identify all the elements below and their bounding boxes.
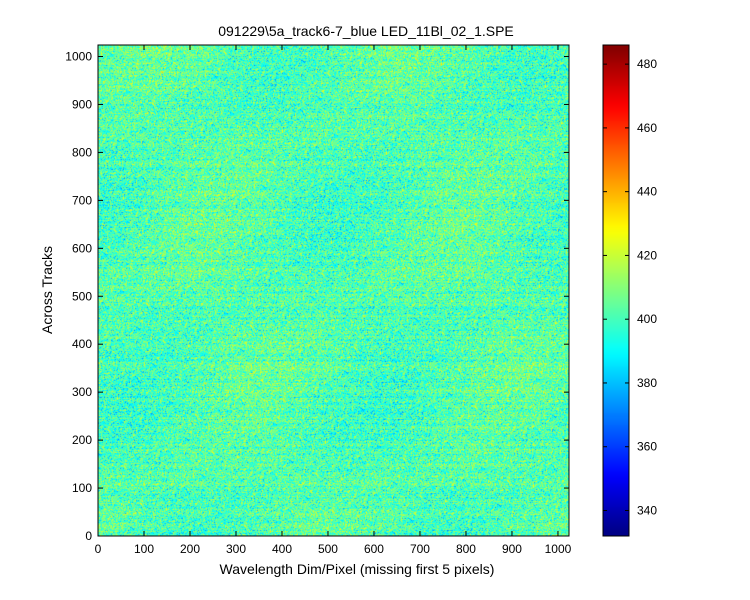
y-tick-label: 1000 <box>65 50 92 64</box>
colorbar-tick-label: 360 <box>637 440 657 454</box>
y-tick-label: 500 <box>72 289 92 303</box>
colorbar-tick-label: 460 <box>637 121 657 135</box>
x-tick-label: 300 <box>226 542 246 556</box>
x-tick-label: 400 <box>272 542 292 556</box>
colorbar-tick-label: 380 <box>637 376 657 390</box>
y-tick-label: 300 <box>72 385 92 399</box>
y-tick-label: 100 <box>72 481 92 495</box>
x-tick-label: 600 <box>364 542 384 556</box>
colorbar-tick-label: 420 <box>637 248 657 262</box>
colorbar-tick-label: 440 <box>637 185 657 199</box>
colorbar-tick-label: 400 <box>637 312 657 326</box>
plot-frame <box>97 44 570 537</box>
chart-title: 091229\5a_track6-7_blue LED_11Bl_02_1.SP… <box>218 23 514 39</box>
heatmap-image <box>98 45 569 536</box>
x-tick-label: 1000 <box>545 542 572 556</box>
x-tick-label: 0 <box>95 542 102 556</box>
y-tick-label: 800 <box>72 145 92 159</box>
y-axis: 0 100 200 300 400 500 600 700 800 900 1000 <box>65 50 569 543</box>
x-tick-label: 500 <box>318 542 338 556</box>
colorbar-gradient <box>603 45 629 536</box>
colorbar-tick-label: 480 <box>637 57 657 71</box>
heatmap-plot <box>97 44 570 537</box>
y-tick-label: 600 <box>72 241 92 255</box>
y-axis-label: Across Tracks <box>39 246 55 334</box>
y-tick-label: 400 <box>72 337 92 351</box>
colorbar: 340 360 380 400 420 440 460 480 <box>602 44 657 537</box>
x-axis-label: Wavelength Dim/Pixel (missing first 5 pi… <box>220 561 495 577</box>
y-tick-label: 0 <box>85 529 92 543</box>
y-tick-label: 900 <box>72 97 92 111</box>
x-axis: 0 100 200 300 400 500 600 700 800 900 1000 <box>95 45 572 556</box>
x-tick-label: 100 <box>134 542 154 556</box>
colorbar-tick-label: 340 <box>637 503 657 517</box>
x-tick-label: 700 <box>410 542 430 556</box>
colorbar-axis: 340 360 380 400 420 440 460 480 <box>603 57 657 517</box>
y-tick-label: 200 <box>72 433 92 447</box>
x-tick-label: 900 <box>502 542 522 556</box>
x-tick-label: 800 <box>456 542 476 556</box>
x-tick-label: 200 <box>180 542 200 556</box>
colorbar-frame <box>602 44 630 537</box>
y-tick-label: 700 <box>72 193 92 207</box>
